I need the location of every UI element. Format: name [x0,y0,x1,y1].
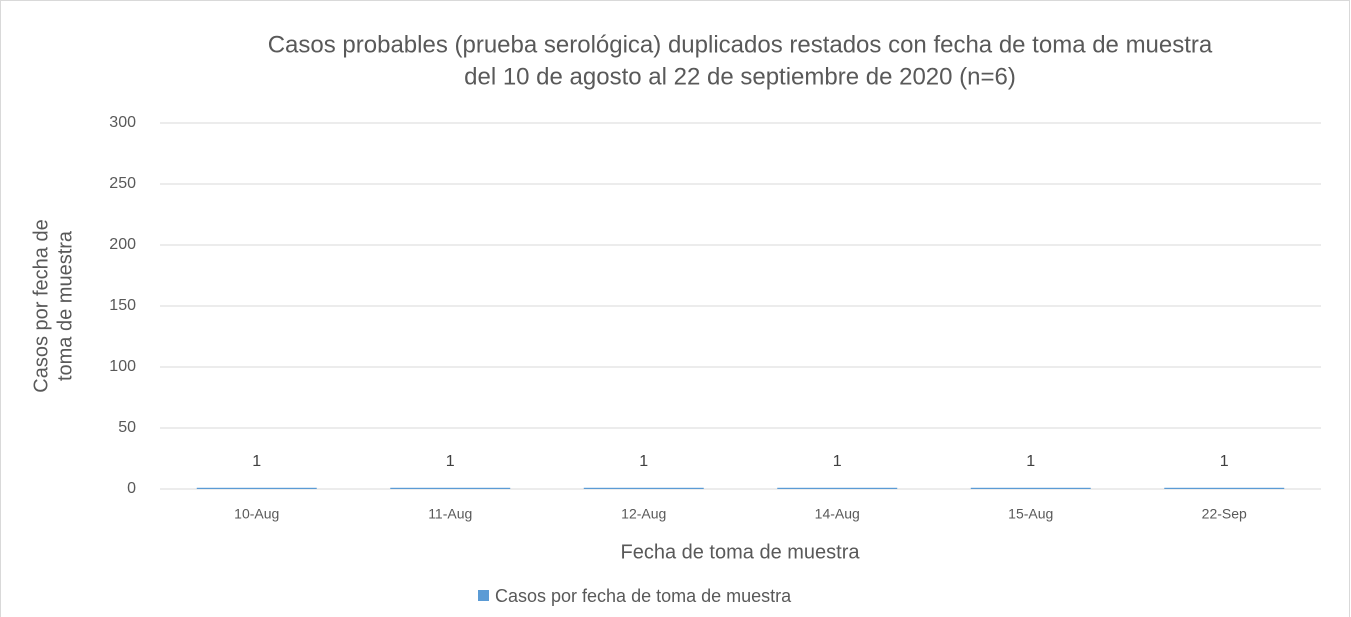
y-tick-label: 150 [109,297,136,314]
x-tick-label: 11-Aug [428,506,472,522]
y-tick-label: 100 [109,358,136,375]
legend-label: Casos por fecha de toma de muestra [495,586,792,606]
bar [1164,487,1285,489]
y-tick-label: 50 [118,419,136,436]
x-axis-title: Fecha de toma de muestra [620,541,860,563]
x-tick-label: 22-Sep [1202,506,1247,522]
bar [583,487,704,489]
x-tick-label: 14-Aug [815,506,860,522]
data-label: 1 [639,453,648,470]
bar [390,487,511,489]
y-tick-label: 250 [109,175,136,192]
bar [777,487,898,489]
chart-title: del 10 de agosto al 22 de septiembre de … [464,63,1016,90]
y-tick-label: 300 [109,114,136,131]
x-tick-label: 15-Aug [1008,506,1053,522]
data-label: 1 [833,453,842,470]
data-label: 1 [1220,453,1229,470]
bar [196,487,317,489]
legend-swatch [478,590,489,601]
y-tick-label: 0 [127,480,136,497]
bar [970,487,1091,489]
x-tick-label: 12-Aug [621,506,666,522]
y-axis-title: Casos por fecha de [30,219,52,392]
data-label: 1 [252,453,261,470]
chart-title: Casos probables (prueba serológica) dupl… [268,31,1213,58]
x-tick-label: 10-Aug [234,506,279,522]
data-label: 1 [446,453,455,470]
data-label: 1 [1026,453,1035,470]
y-axis-title: toma de muestra [54,230,76,381]
y-tick-label: 200 [109,236,136,253]
